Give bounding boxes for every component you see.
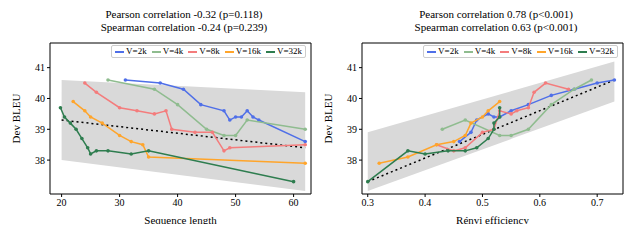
html-text:Spearman correlation 0.63 (p<0: Spearman correlation 0.63 (p<0.001) [414,21,578,33]
svg-text:30: 30 [115,197,125,208]
svg-text:0.6: 0.6 [534,197,547,208]
svg-text:40: 40 [173,197,183,208]
svg-text:41: 41 [35,62,45,73]
svg-text:38: 38 [347,155,357,166]
html-text:Pearson correlation 0.78 (p<0.: Pearson correlation 0.78 (p<0.001) [419,8,573,20]
html-text:V=8k: V=8k [511,46,532,56]
svg-text:20: 20 [57,197,67,208]
html-text:V=4k: V=4k [474,46,496,56]
svg-text:41: 41 [347,62,357,73]
svg-text:40: 40 [347,93,357,104]
html-text:V=4k: V=4k [162,46,184,56]
svg-text:0.7: 0.7 [591,197,604,208]
html-text:V=8k: V=8k [199,46,220,56]
svg-text:Dev BLEU: Dev BLEU [10,94,22,144]
svg-text:0.5: 0.5 [476,197,489,208]
html-text:V=2k: V=2k [126,46,147,56]
html-text:V=32k: V=32k [588,46,614,56]
svg-text:Rényi efficiency: Rényi efficiency [456,214,529,224]
svg-text:0.4: 0.4 [419,197,432,208]
svg-text:38: 38 [35,155,45,166]
html-text:V=16k: V=16k [547,46,573,56]
svg-text:60: 60 [289,197,299,208]
svg-text:50: 50 [231,197,241,208]
html-text:V=2k: V=2k [438,46,459,56]
html-text:V=32k: V=32k [276,46,302,56]
svg-text:0.3: 0.3 [361,197,374,208]
svg-text:Dev BLEU: Dev BLEU [322,94,334,144]
html-text:Pearson correlation -0.32 (p=0: Pearson correlation -0.32 (p=0.118) [105,8,263,20]
svg-text:39: 39 [347,124,357,135]
svg-text:Sequence length: Sequence length [144,214,217,224]
svg-text:40: 40 [35,93,45,104]
html-text:V=16k: V=16k [235,46,261,56]
svg-text:39: 39 [35,124,45,135]
html-text:Spearman correlation -0.24 (p=: Spearman correlation -0.24 (p=0.239) [100,21,268,33]
